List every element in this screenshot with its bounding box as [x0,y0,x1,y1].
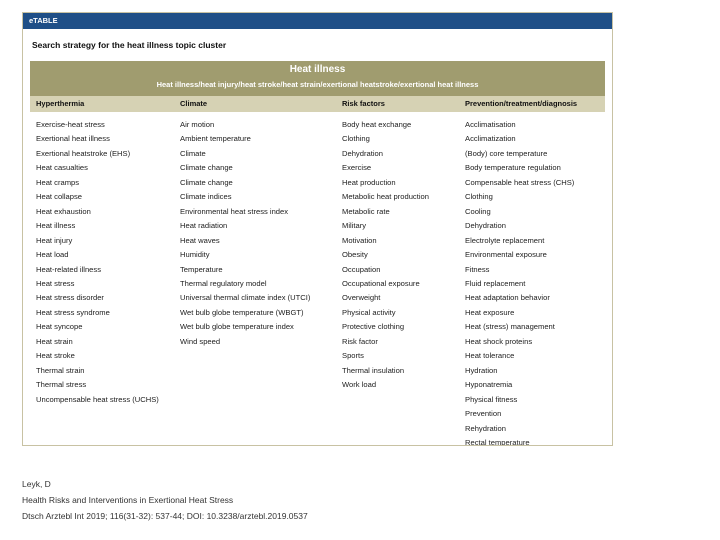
table-cell: Dehydration [342,148,383,158]
table-cell: Uncompensable heat stress (UCHS) [36,394,159,404]
table-cell: Clothing [342,134,370,144]
column-risk-factors: Body heat exchange Clothing Dehydration Exe… [342,118,429,393]
table-cell: Rectal temperature [465,437,530,446]
table-cell: Wet bulb globe temperature index [180,322,294,332]
table-cell: Heat illness [36,221,76,231]
table-body: Exercise-heat stress Exertional heat illn… [30,112,605,446]
etable-tag: eTABLE [23,13,612,29]
table-cell: Heat adaptation behavior [465,293,550,303]
table-cell: Environmental heat stress index [180,206,289,216]
table-cell: Thermal insulation [342,365,405,375]
table-cell: Heat cramps [36,177,80,187]
table-cell: Climate indices [180,192,232,202]
table-cell: Heat radiation [180,221,228,231]
table-cell: Fitness [465,264,490,274]
table-cell: Heat tolerance [465,351,515,361]
table-cell: Exertional heat illness [36,134,110,144]
table-cell: Acclimatization [465,134,516,144]
table-title-header: Heat illness Heat illness/heat injury/he… [30,61,605,96]
table-cell: Thermal strain [36,365,85,375]
table-cell: Occupation [342,264,381,274]
table-cell: Clothing [465,192,493,202]
column-header-risk-factors: Risk factors [342,99,385,108]
table-cell: Exertional heatstroke (EHS) [36,148,131,158]
table-cell: Heat syncope [36,322,83,332]
column-header-climate: Climate [180,99,208,108]
table-cell: Occupational exposure [342,278,420,288]
table-cell: Military [342,221,367,231]
table-cell: Climate change [180,177,233,187]
table-cell: Heat stress disorder [36,293,104,303]
table-cell: Prevention [465,409,502,419]
table-cell: Hydration [465,365,498,375]
table-cell: Temperature [180,264,223,274]
table-title: Heat illness [289,64,346,75]
table-cell: Metabolic heat production [342,192,429,202]
table-cell: Wet bulb globe temperature (WBGT) [180,307,304,317]
credit-title: Health Risks and Interventions in Exerti… [22,495,234,505]
table-cell: Work load [342,380,377,390]
table-subtitle: Heat illness/heat injury/heat stroke/hea… [156,80,479,89]
etable-figure: eTABLE Search strategy for the heat illn… [22,12,613,446]
table-cell: Thermal regulatory model [180,278,267,288]
table-cell: Heat waves [180,235,220,245]
table-cell: Heat stress syndrome [36,307,110,317]
table-cell: Heat stress [36,278,75,288]
table-cell: Risk factor [342,336,378,346]
credit-citation: Dtsch Arztebl Int 2019; 116(31-32): 537-… [22,511,308,521]
table-cell: Physical activity [342,307,396,317]
table-cell: Heat (stress) management [465,322,555,332]
table-cell: Heat production [342,177,396,187]
column-climate: Air motion Ambient temperature Climate Clim… [180,118,310,349]
table-cell: Metabolic rate [342,206,390,216]
table-cell: Body temperature regulation [465,163,561,173]
table-cell: Body heat exchange [342,120,412,129]
column-header-prevention: Prevention/treatment/diagnosis [465,99,578,108]
table-cell: Heat stroke [36,351,75,361]
table-cell: Compensable heat stress (CHS) [465,177,575,187]
table-cell: Environmental exposure [465,250,547,260]
table-cell: Air motion [180,120,215,129]
table-cell: Heat strain [36,336,73,346]
column-header-row: Hyperthermia Climate Risk factors Preven… [30,96,605,112]
table-cell: Exercise-heat stress [36,120,105,129]
table-cell: Dehydration [465,221,506,231]
table-cell: Hyponatremia [465,380,513,390]
table-cell: Heat load [36,250,69,260]
table-cell: Wind speed [180,336,221,346]
table-cell: Thermal stress [36,380,87,390]
table-cell: Heat casualties [36,163,88,173]
table-cell: Electrolyte replacement [465,235,545,245]
table-cell: Cooling [465,206,491,216]
table-cell: Fluid replacement [465,278,526,288]
table-cell: Exercise [342,163,372,173]
credit-author: Leyk, D [22,479,51,489]
table-cell: Acclimatisation [465,120,516,129]
table-cell: Protective clothing [342,322,405,332]
table-cell: Motivation [342,235,377,245]
table-cell: Heat injury [36,235,73,245]
table-cell: Heat exposure [465,307,515,317]
column-prevention: Acclimatisation Acclimatization (Body) cor… [465,118,575,446]
table-cell: Ambient temperature [180,134,251,144]
table-cell: Heat collapse [36,192,83,202]
table-cell: Heat-related illness [36,264,101,274]
table-cell: Rehydration [465,423,506,433]
table-cell: Humidity [180,250,210,260]
table-cell: Heat shock proteins [465,336,533,346]
table-caption: Search strategy for the heat illness top… [32,40,227,50]
table-cell: Climate [180,148,206,158]
table-cell: Overweight [342,293,381,303]
table-cell: Physical fitness [465,394,518,404]
table-cell: Heat exhaustion [36,206,91,216]
table-cell: Sports [342,351,364,361]
column-header-hyperthermia: Hyperthermia [36,99,85,108]
table-cell: (Body) core temperature [465,148,548,158]
table-cell: Universal thermal climate index (UTCI) [180,293,311,303]
credits: Leyk, D Health Risks and Interventions i… [22,476,308,524]
table-cell: Climate change [180,163,233,173]
column-hyperthermia: Exercise-heat stress Exertional heat illn… [36,118,159,407]
table-cell: Obesity [342,250,368,260]
